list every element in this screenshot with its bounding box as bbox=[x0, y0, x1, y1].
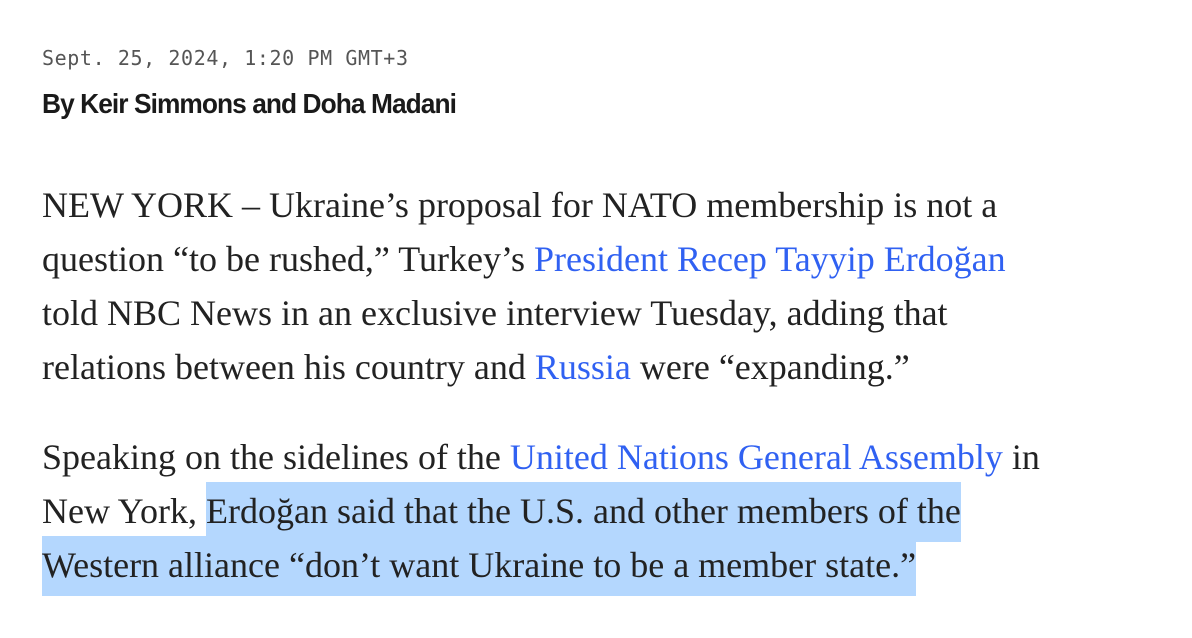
link-russia[interactable]: Russia bbox=[534, 347, 631, 387]
link-unga[interactable]: United Nations General Assembly bbox=[509, 437, 1003, 477]
text: Speaking on the sidelines of the bbox=[42, 437, 510, 477]
article-body: NEW YORK – Ukraine’s proposal for NATO m… bbox=[42, 178, 1172, 628]
selected-text[interactable]: Western alliance “don’t want Ukraine to … bbox=[42, 536, 917, 596]
text: in bbox=[1002, 437, 1040, 477]
article-byline: By Keir Simmons and Doha Madani bbox=[42, 88, 457, 119]
text: New York, bbox=[42, 491, 207, 531]
text: NEW YORK – Ukraine’s proposal for NATO m… bbox=[42, 185, 998, 225]
link-erdogan[interactable]: President Recep Tayyip Erdoğan bbox=[533, 239, 1006, 279]
text: were “expanding.” bbox=[630, 347, 910, 387]
paragraph: Speaking on the sidelines of the United … bbox=[42, 430, 1172, 596]
article-timestamp: Sept. 25, 2024, 1:20 PM GMT+3 bbox=[42, 46, 409, 70]
text: question “to be rushed,” Turkey’s bbox=[42, 239, 534, 279]
paragraph: NEW YORK – Ukraine’s proposal for NATO m… bbox=[42, 178, 1172, 394]
text: told NBC News in an exclusive interview … bbox=[42, 293, 948, 333]
selected-text[interactable]: Erdoğan said that the U.S. and other mem… bbox=[206, 482, 961, 542]
text: relations between his country and bbox=[42, 347, 535, 387]
